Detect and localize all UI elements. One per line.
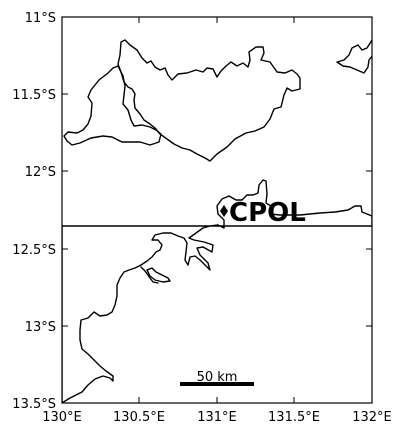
scale-bar: 50 km [180,370,254,386]
scale-bar-label: 50 km [197,370,238,385]
mainland-coastline [62,179,372,403]
coastlines [62,39,372,403]
northeast-islet-coastline [336,39,372,74]
x-tick-label: 131.5°E [268,410,320,425]
melville-inlet-coastline [63,65,162,146]
y-axis: 11°S 11.5°S 12°S 12.5°S 13°S 13.5°S [12,11,372,412]
x-tick-label: 132°E [352,410,392,425]
y-tick-label: 11.5°S [12,88,56,103]
x-axis: 130°E 130.5°E 131°E 131.5°E 132°E [42,17,392,425]
x-tick-label: 131°E [197,410,237,425]
station-diamond-icon [220,205,228,217]
station-label: CPOL [229,198,306,228]
y-tick-label: 12°S [25,165,56,180]
harbour-islet-coastline [146,267,171,283]
x-tick-label: 130°E [42,410,82,425]
station-marker: CPOL [220,198,306,228]
y-tick-label: 12.5°S [12,243,56,258]
y-tick-label: 13.5°S [12,397,56,412]
y-tick-label: 11°S [25,11,56,26]
melville-island-coastline [117,39,301,162]
y-tick-label: 13°S [25,320,56,335]
harbour-spit-coastline [140,266,159,284]
x-tick-label: 130.5°E [113,410,165,425]
